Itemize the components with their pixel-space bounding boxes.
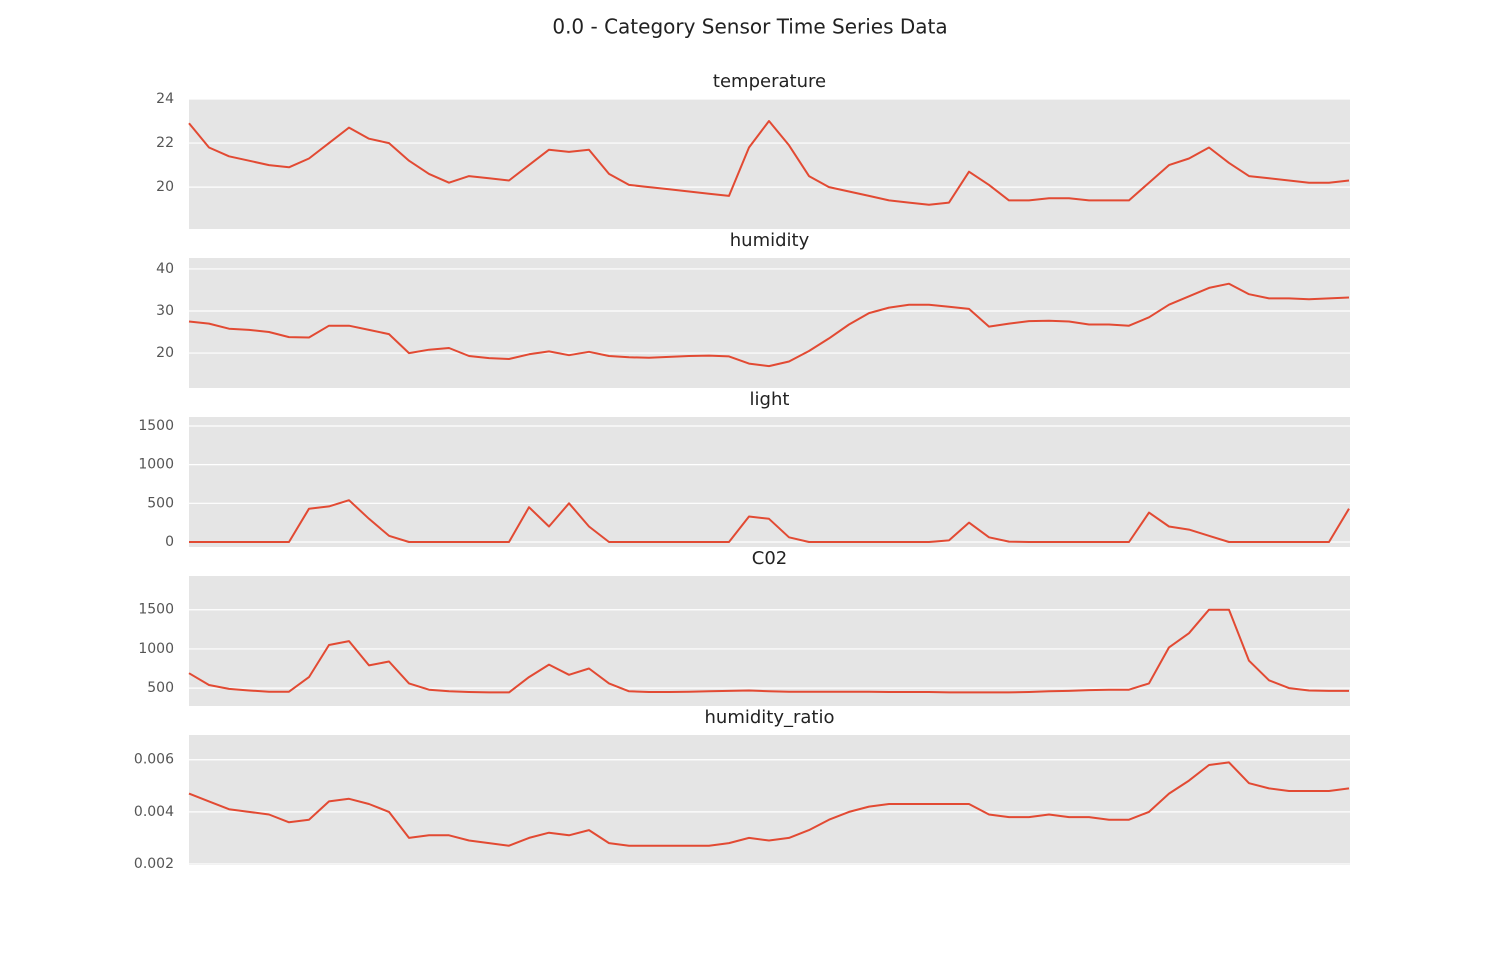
y-tick-label: 0.002 (134, 856, 174, 872)
y-tick-label: 22 (156, 135, 174, 151)
y-tick-label: 0.006 (134, 752, 174, 768)
plot-area (189, 735, 1350, 865)
plot-area (189, 258, 1350, 388)
y-tick-label: 0 (165, 534, 174, 550)
y-tick-label: 1500 (138, 602, 174, 618)
y-tick-label: 0.004 (134, 804, 174, 820)
series-line (188, 761, 1350, 847)
subplot-title: temperature (713, 71, 826, 92)
plot-area (189, 417, 1350, 547)
subplot-title: humidity (730, 230, 810, 251)
y-tick-label: 1000 (138, 641, 174, 657)
subplot-title: C02 (752, 548, 787, 569)
figure-title: 0.0 - Category Sensor Time Series Data (552, 15, 947, 39)
series-line (188, 608, 1349, 694)
y-tick-label: 20 (156, 179, 174, 195)
plot-area (189, 99, 1350, 229)
y-tick-label: 40 (156, 261, 174, 277)
subplot-title: light (750, 389, 790, 410)
y-tick-label: 24 (156, 91, 174, 107)
series-line (188, 282, 1350, 368)
y-tick-label: 500 (147, 680, 174, 696)
y-tick-label: 1000 (138, 457, 174, 473)
y-tick-label: 1500 (138, 418, 174, 434)
y-tick-label: 30 (156, 303, 174, 319)
series-line (189, 499, 1350, 543)
subplot-title: humidity_ratio (705, 707, 835, 728)
series-line (188, 120, 1350, 206)
y-tick-label: 20 (156, 345, 174, 361)
y-tick-label: 500 (147, 495, 174, 511)
plot-area (189, 576, 1350, 706)
